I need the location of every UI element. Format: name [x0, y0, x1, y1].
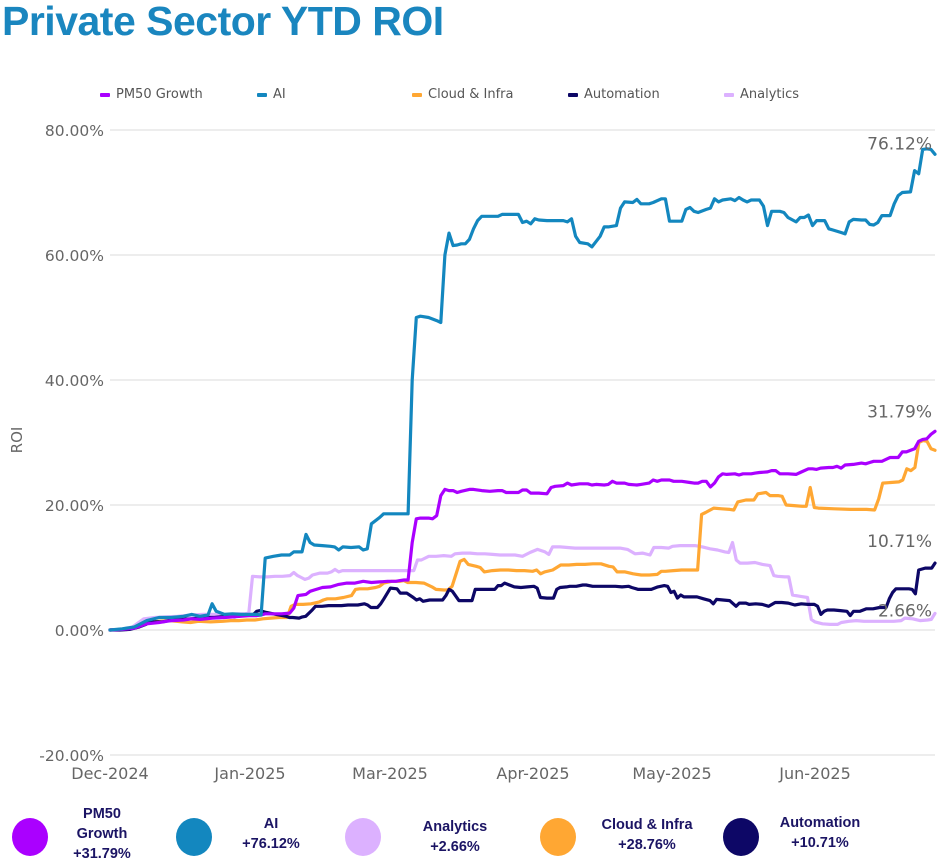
y-tick-label: 20.00% [45, 497, 104, 515]
end-label-analytics: 2.66% [878, 601, 932, 621]
summary-value: +31.79% [73, 846, 131, 862]
summary-name: PM50 [83, 806, 121, 822]
summary-value: +28.76% [618, 837, 676, 853]
legend-item-ai[interactable]: AI [257, 87, 286, 102]
series-line-automation [108, 561, 937, 632]
end-label-pm50: 31.79% [867, 402, 932, 422]
legend-item-analytics[interactable]: Analytics [724, 87, 799, 102]
summary-value: +2.66% [430, 839, 480, 855]
y-tick-label: 0.00% [55, 622, 104, 640]
x-tick-label: Jun-2025 [778, 764, 851, 783]
summary-value: +10.71% [791, 835, 849, 851]
pm50-dot-icon [12, 818, 48, 856]
x-tick-label: May-2025 [632, 764, 711, 783]
series-lines [108, 147, 937, 632]
legend-label: Analytics [740, 87, 800, 102]
top-legend: PM50 Growth AI Cloud & Infra Automation … [100, 87, 860, 107]
y-tick-label: 80.00% [45, 122, 104, 140]
legend-swatch-analytics [724, 92, 734, 97]
x-axis-ticks: Dec-2024 Jan-2025 Mar-2025 Apr-2025 May-2025… [71, 764, 850, 783]
end-labels: 76.12% 31.79% 10.71% 2.66% [867, 134, 932, 621]
summary-name: Cloud & Infra [601, 817, 693, 833]
y-tick-label: 40.00% [45, 372, 104, 390]
line-chart: -20.00% 0.00% 20.00% 40.00% 60.00% 80.00% Dec… [8, 122, 937, 783]
x-tick-label: Dec-2024 [71, 764, 148, 783]
ai-dot-icon [176, 818, 212, 856]
cloud-dot-icon [540, 818, 576, 856]
page-title: Private Sector YTD ROI [2, 0, 444, 44]
x-tick-label: Apr-2025 [496, 764, 569, 783]
summary-name: AI [263, 816, 279, 832]
end-label-ai: 76.12% [867, 134, 932, 154]
x-tick-label: Jan-2025 [213, 764, 285, 783]
legend-label: Cloud & Infra [428, 87, 514, 102]
series-line-analytics [108, 540, 937, 632]
x-tick-label: Mar-2025 [352, 764, 428, 783]
legend-item-cloud[interactable]: Cloud & Infra [412, 87, 514, 102]
legend-item-pm50[interactable]: PM50 Growth [100, 87, 203, 102]
series-line-cloud [108, 439, 937, 632]
y-tick-label: -20.00% [39, 747, 104, 765]
legend-swatch-cloud [412, 92, 422, 97]
end-label-automation: 10.71% [867, 532, 932, 552]
series-line-ai [108, 147, 937, 632]
y-axis-label: ROI [8, 427, 26, 454]
series-line-pm50 [108, 429, 937, 632]
legend-swatch-pm50 [100, 92, 110, 97]
legend-swatch-ai [257, 92, 267, 97]
analytics-dot-icon [345, 818, 381, 856]
legend-item-automation[interactable]: Automation [568, 87, 660, 102]
summary-name: Automation [779, 815, 861, 831]
legend-label: Automation [584, 87, 660, 102]
bottom-legend: PM50 Growth +31.79% AI +76.12% Analytics… [0, 800, 938, 867]
summary-name: Growth [76, 826, 128, 842]
y-axis-ticks: -20.00% 0.00% 20.00% 40.00% 60.00% 80.00% [39, 122, 104, 765]
legend-swatch-automation [568, 92, 578, 97]
summary-value: +76.12% [242, 836, 300, 852]
summary-name: Analytics [422, 819, 488, 835]
y-tick-label: 60.00% [45, 247, 104, 265]
grid-lines [110, 129, 935, 756]
legend-label: PM50 Growth [116, 87, 203, 102]
automation-dot-icon [723, 818, 759, 856]
legend-label: AI [273, 87, 286, 102]
